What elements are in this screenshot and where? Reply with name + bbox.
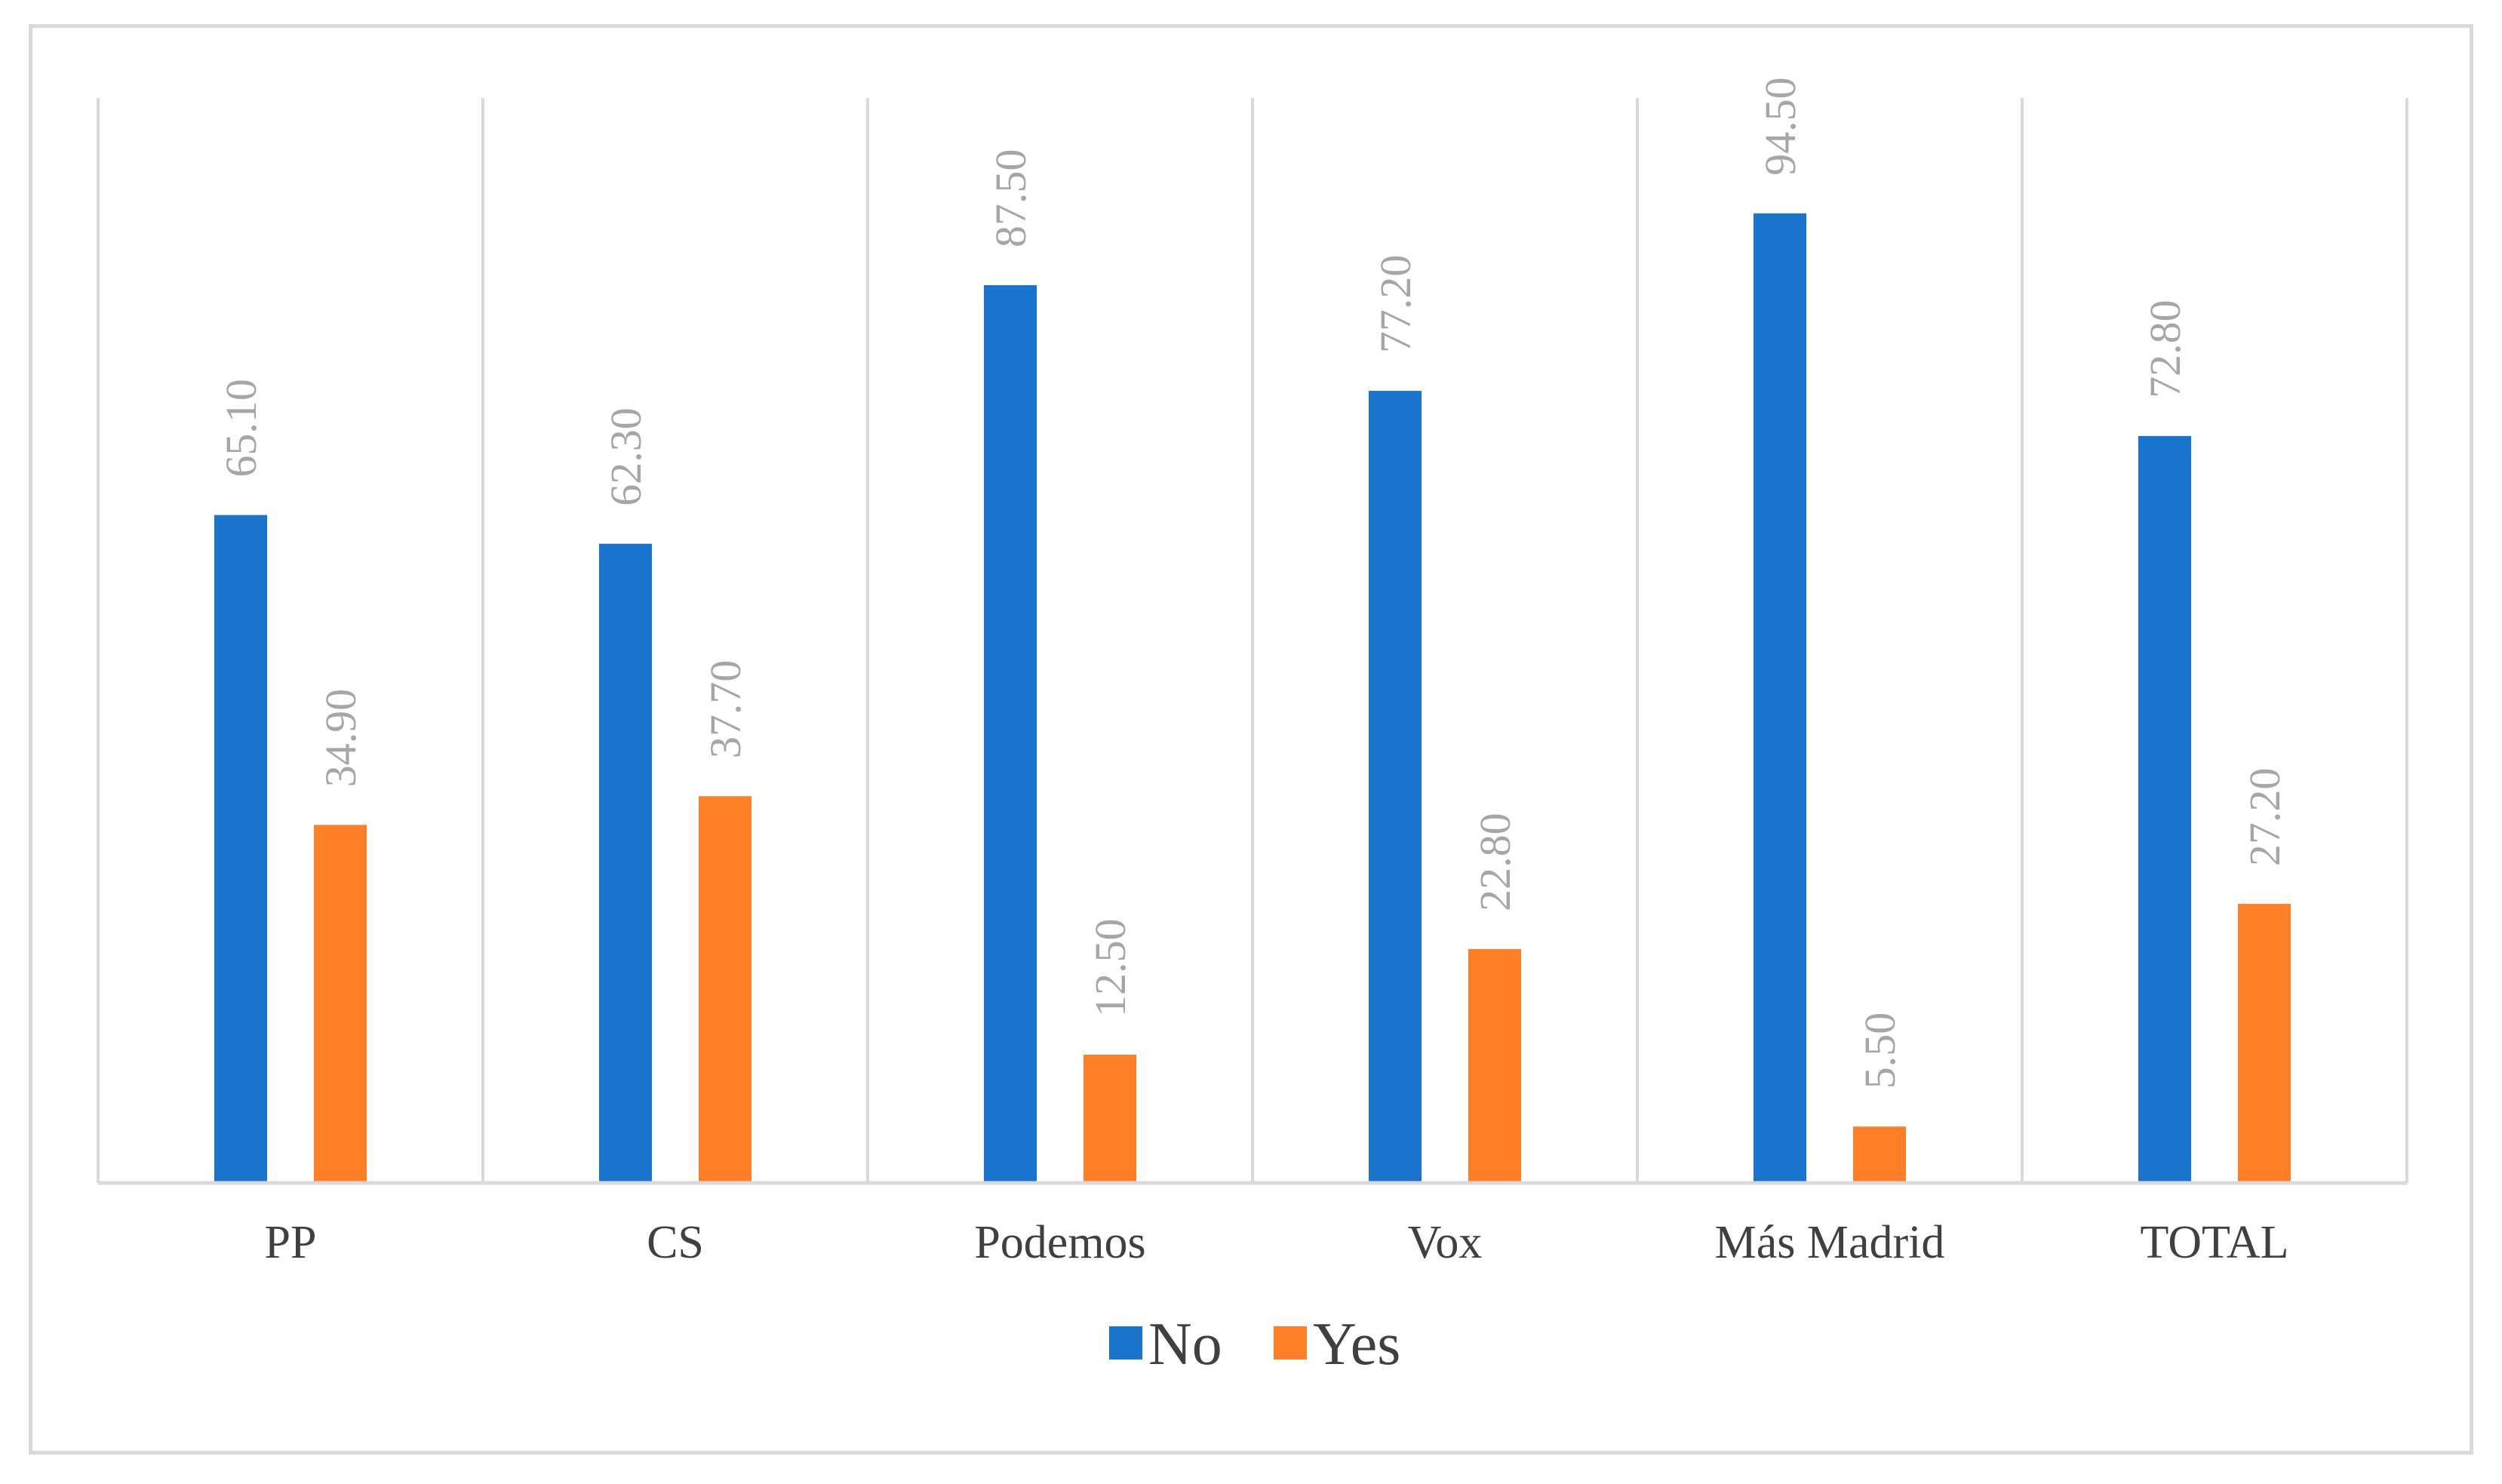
data-label-no-cs: 62.30 [601,407,650,506]
category-label-total: TOTAL [2140,1217,2288,1268]
data-label-no-vox: 77.20 [1371,255,1420,354]
data-label-no-pp: 65.10 [217,379,266,478]
bar-no-cs [599,543,652,1183]
bar-no-vox [1369,391,1422,1183]
data-label-no-mas-madrid: 94.50 [1756,77,1805,176]
data-label-yes-total: 27.20 [2240,768,2289,867]
data-label-yes-pp: 34.90 [316,689,365,788]
bars-layer [214,213,2291,1183]
bar-no-total [2138,435,2191,1183]
bar-no-mas-madrid [1754,213,1806,1183]
data-label-yes-cs: 37.70 [701,660,750,759]
axis-layer: PP CS Podemos Vox Más Madrid TOTAL [98,1181,2407,1268]
legend-swatch-no [1109,1326,1142,1360]
bar-yes-cs [699,796,752,1183]
data-labels-layer: 65.10 34.90 62.30 37.70 87.50 12.50 77.20 22.80… [217,77,2289,1089]
bar-yes-podemos [1083,1055,1136,1183]
legend: No Yes [1109,1311,1400,1378]
data-label-yes-vox: 22.80 [1471,813,1520,911]
bar-no-podemos [984,285,1037,1183]
bar-yes-mas-madrid [1853,1126,1906,1183]
category-label-mas-madrid: Más Madrid [1715,1217,1945,1268]
category-label-vox: Vox [1408,1217,1483,1268]
category-label-pp: PP [265,1217,317,1268]
data-label-yes-mas-madrid: 5.50 [1855,1012,1904,1089]
bar-yes-vox [1468,948,1521,1183]
data-label-yes-podemos: 12.50 [1086,919,1135,1018]
legend-label-no: No [1148,1311,1222,1378]
bar-no-pp [214,515,267,1183]
category-label-cs: CS [647,1217,704,1268]
grid-layer [97,98,2408,1183]
legend-label-yes: Yes [1313,1311,1400,1378]
bar-yes-total [2238,904,2291,1183]
data-label-no-podemos: 87.50 [986,149,1035,248]
category-label-podemos: Podemos [974,1217,1145,1268]
data-label-no-total: 72.80 [2141,300,2190,398]
legend-swatch-yes [1274,1326,1307,1360]
bar-yes-pp [314,825,367,1183]
